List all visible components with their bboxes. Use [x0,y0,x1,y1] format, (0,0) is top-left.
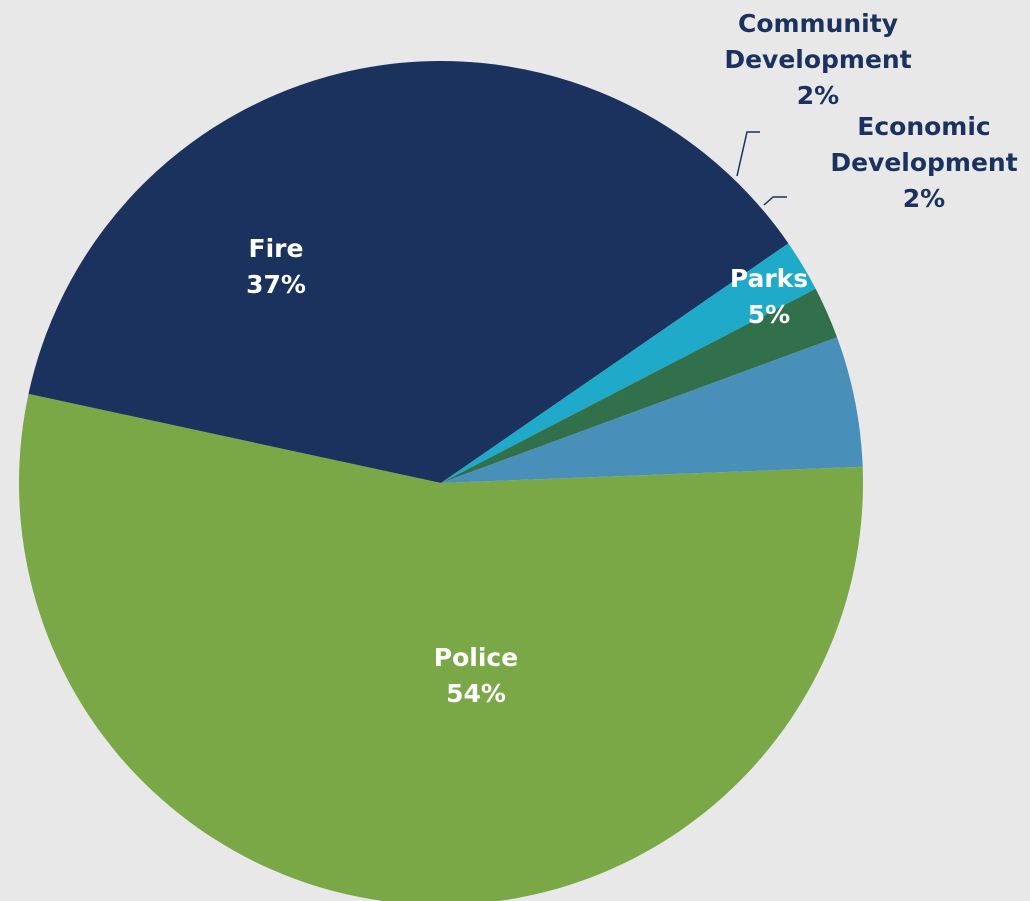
slice-value-community-development: 2% [797,81,839,110]
slice-value-police: 54% [446,679,506,708]
pie-slice-community-development [441,243,816,483]
data-label-fire: Fire 37% [246,234,306,299]
slice-name-parks: Parks [730,264,808,293]
slice-name-economic-development: Economic [857,112,990,141]
slice-value-economic-development: 2% [903,184,945,213]
pie-slice-economic-development [441,288,838,483]
data-label-police: Police 54% [434,643,518,708]
pie-slice-police [19,393,863,901]
data-label-parks: Parks 5% [730,264,808,329]
slice-value-parks: 5% [748,300,790,329]
slice-name-community-development: Community [738,9,898,38]
labels-layer: Police54%Fire37%CommunityDevelopment2%Ec… [246,9,1018,708]
pie-slice-fire [28,60,789,483]
leader-line-community-development [736,131,760,177]
slice-name-fire: Fire [249,234,304,263]
leader-line-economic-development [763,196,787,206]
slice-name-economic-development: Development [830,148,1017,177]
data-label-economic-development: Economic Development 2% [830,112,1017,213]
slice-name-community-development: Development [724,45,911,74]
slices-layer [19,60,863,901]
data-label-community-development: Community Development 2% [724,9,911,110]
slice-value-fire: 37% [246,270,306,299]
leader-lines-layer [736,131,787,206]
slice-name-police: Police [434,643,518,672]
pie-slice-parks [441,337,863,483]
